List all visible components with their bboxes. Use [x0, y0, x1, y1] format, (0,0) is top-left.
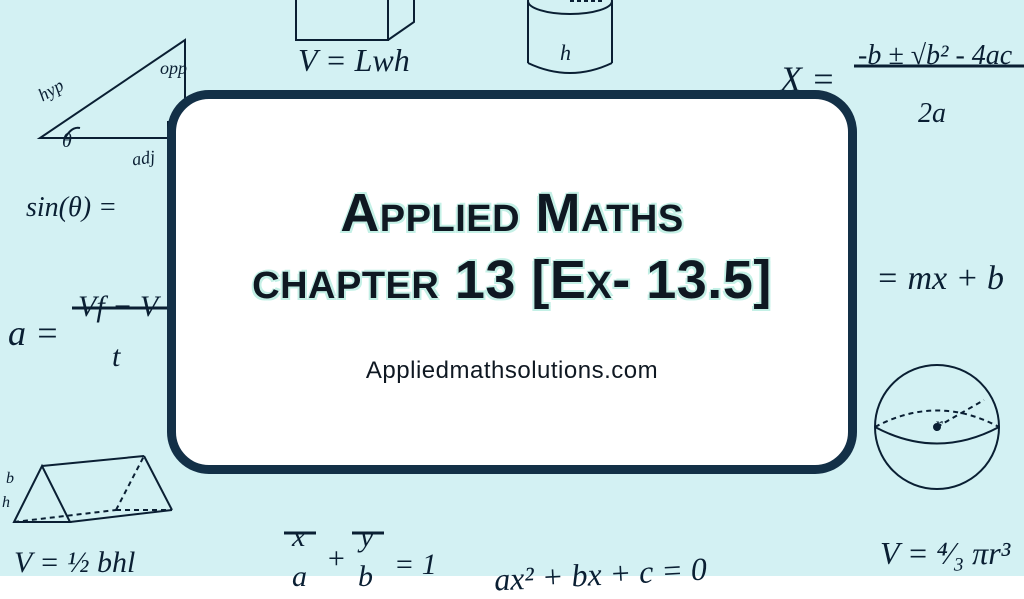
math-formula-text: 2a — [918, 98, 946, 130]
quadratic-vinculum — [852, 62, 1024, 70]
math-formula-text: y — [360, 520, 373, 554]
title-line-2: chapter 13 [Ex- 13.5] — [252, 247, 772, 315]
math-formula-text: sin(θ) = — [26, 192, 117, 224]
math-formula-text: a = — [8, 312, 59, 354]
prism-icon — [4, 452, 184, 532]
sphere-icon — [862, 352, 1012, 502]
cylinder-icon — [510, 0, 630, 85]
math-formula-text: adj — [131, 147, 157, 171]
math-formula-text: t — [112, 340, 120, 374]
math-formula-text: x — [292, 520, 305, 554]
math-formula-text: V = ⁴⁄₃ πr³ — [880, 535, 1010, 572]
math-formula-text: + — [326, 542, 346, 576]
card-title: Applied Maths chapter 13 [Ex- 13.5] — [252, 180, 772, 315]
math-formula-text: b — [358, 560, 373, 594]
math-formula-text: = mx + b — [876, 260, 1004, 298]
card-subtitle: Appliedmathsolutions.com — [366, 357, 658, 385]
frac-y-vinculum — [350, 530, 386, 536]
math-formula-text: = 1 — [394, 548, 437, 582]
cuboid-icon — [288, 0, 438, 50]
velocity-vinculum — [70, 304, 180, 312]
frac-x-vinculum — [282, 530, 318, 536]
math-formula-text: a — [292, 560, 307, 594]
math-formula-text: V = ½ bhl — [14, 546, 135, 580]
title-card: Applied Maths chapter 13 [Ex- 13.5] Appl… — [167, 90, 857, 474]
title-line-1: Applied Maths — [252, 180, 772, 248]
